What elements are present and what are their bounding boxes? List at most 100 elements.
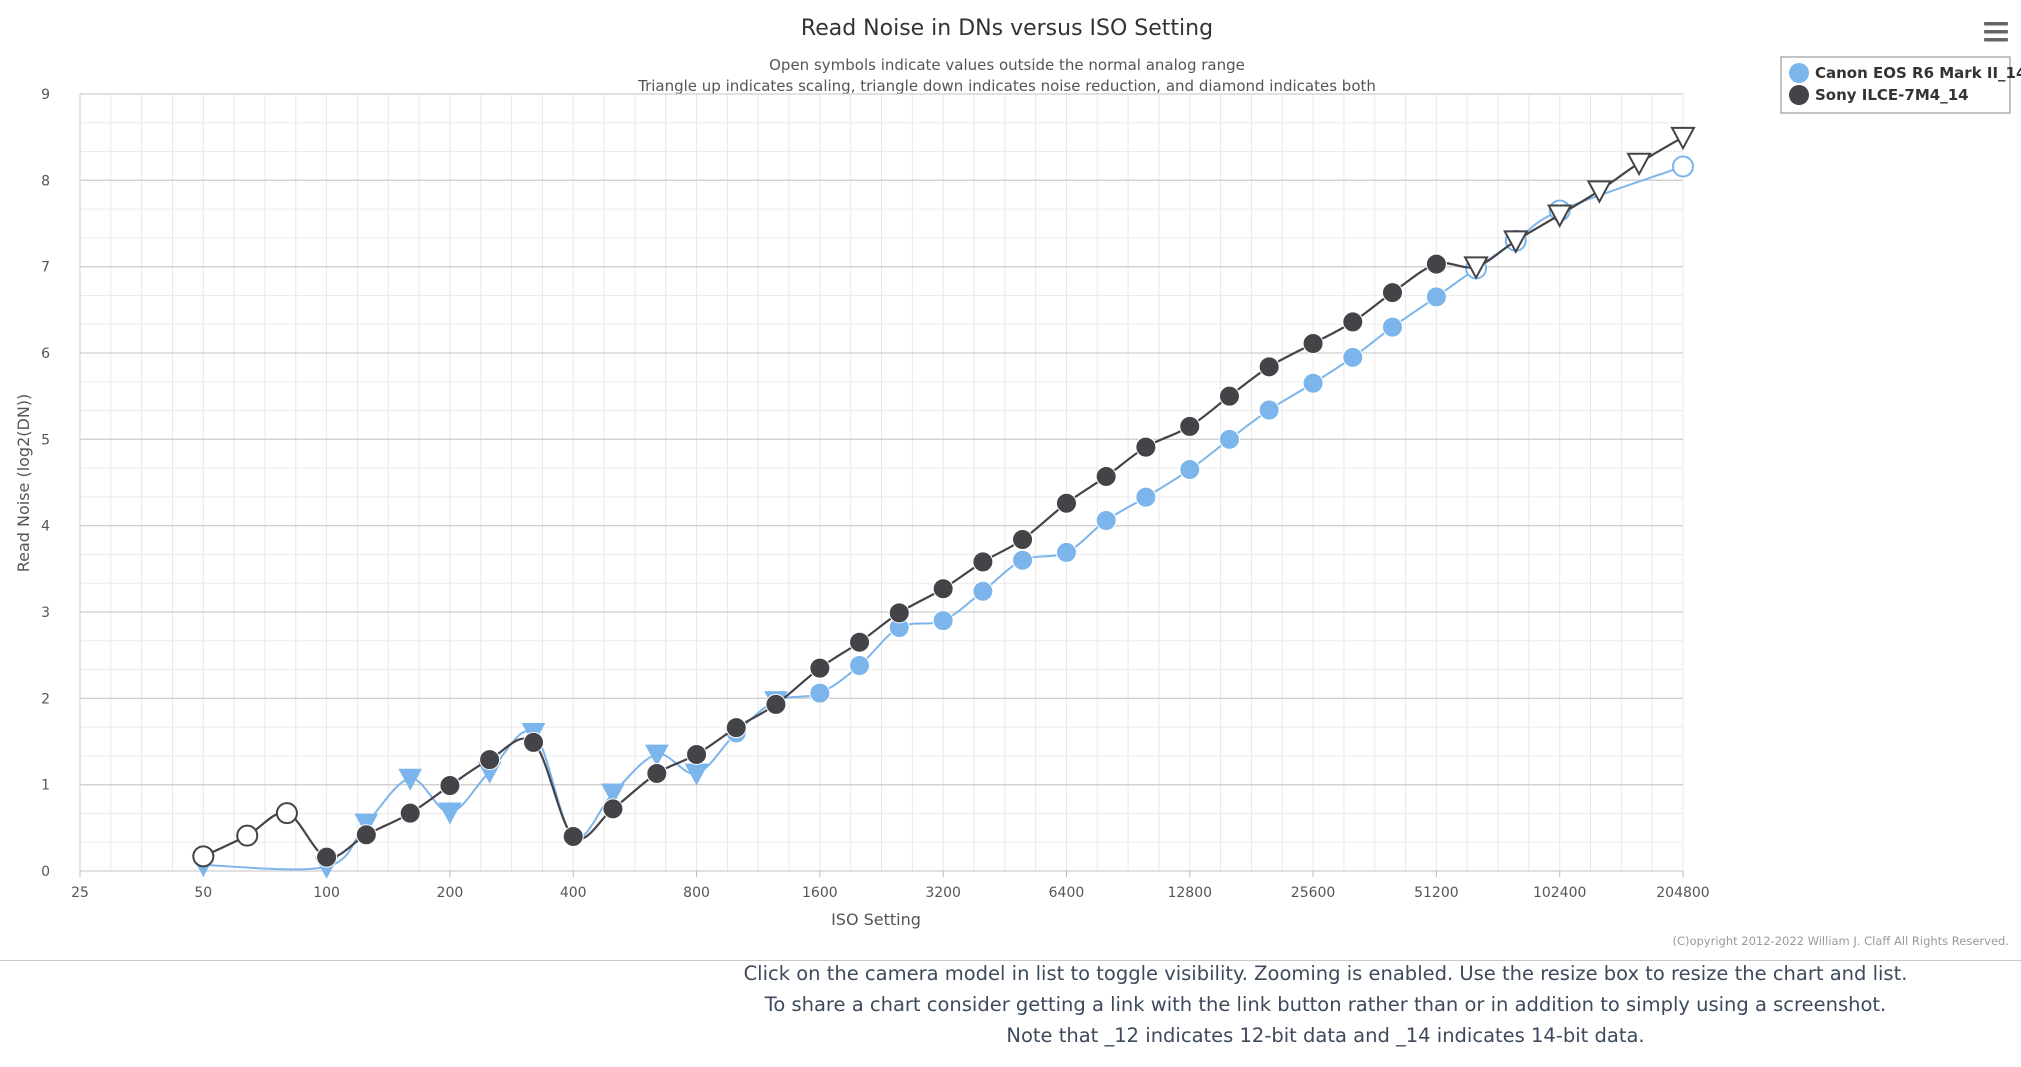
x-axis-label: ISO Setting	[831, 910, 921, 929]
y-tick-label: 0	[41, 864, 50, 880]
point-marker-canon	[1302, 372, 1324, 394]
y-tick-label: 8	[41, 173, 50, 189]
point-marker-sony	[1586, 180, 1613, 204]
point-marker-canon	[849, 655, 871, 677]
grid	[79, 93, 1684, 872]
y-tick-label: 1	[41, 778, 50, 794]
hamburger-menu-icon	[1984, 22, 2008, 42]
note-line-2: To share a chart consider getting a link…	[0, 993, 2021, 1016]
point-marker-canon	[1095, 509, 1117, 531]
point-marker-canon	[1012, 549, 1034, 571]
x-tick-label: 102400	[1533, 885, 1586, 901]
y-tick-label: 6	[41, 346, 50, 362]
y-tick-label: 9	[41, 87, 50, 103]
point-marker-canon	[1342, 346, 1364, 368]
note-text-2: To share a chart consider getting a link…	[764, 993, 1887, 1016]
x-tick-label: 51200	[1414, 885, 1459, 901]
point-marker-canon	[438, 802, 462, 825]
divider	[0, 960, 2021, 961]
y-tick-label: 4	[41, 519, 50, 535]
point-marker-sony	[849, 631, 871, 653]
x-tick-label: 1600	[802, 885, 838, 901]
x-tick-label: 200	[437, 885, 464, 901]
x-tick-label: 3200	[925, 885, 961, 901]
point-marker-sony	[1547, 204, 1573, 228]
x-tick-label: 25600	[1291, 885, 1336, 901]
point-marker-canon	[645, 744, 669, 767]
point-marker-canon	[809, 682, 831, 704]
legend-item-canon[interactable]: Canon EOS R6 Mark II_14	[1789, 63, 2021, 83]
legend: Canon EOS R6 Mark II_14 Sony ILCE-7M4_14	[1780, 56, 2021, 114]
note-text-1: Click on the camera model in list to tog…	[743, 962, 1908, 985]
point-marker-canon	[1425, 286, 1447, 308]
point-marker-canon	[1672, 155, 1694, 178]
x-tick-label: 400	[560, 885, 587, 901]
point-marker-sony	[686, 743, 708, 765]
point-marker-canon	[1179, 459, 1201, 481]
point-marker-sony	[602, 798, 624, 820]
point-marker-sony	[236, 824, 259, 847]
x-tick-label: 100	[313, 885, 340, 901]
point-marker-sony	[1425, 253, 1447, 275]
legend-marker-sony	[1789, 85, 1809, 105]
x-tick-label: 12800	[1167, 885, 1212, 901]
legend-label-sony: Sony ILCE-7M4_14	[1815, 86, 1969, 104]
plot-series	[191, 126, 1696, 879]
point-marker-sony	[399, 802, 421, 824]
point-marker-sony	[479, 749, 501, 771]
point-marker-canon	[932, 610, 954, 632]
point-marker-canon	[972, 580, 994, 602]
legend-label-canon: Canon EOS R6 Mark II_14	[1815, 64, 2021, 82]
point-marker-sony	[888, 602, 910, 624]
x-tick-label: 800	[683, 885, 710, 901]
chart-title: Read Noise in DNs versus ISO Setting	[801, 16, 1213, 41]
x-tick-label: 25	[71, 885, 89, 901]
point-marker-sony	[1218, 385, 1240, 407]
point-marker-sony	[1670, 126, 1696, 151]
point-marker-canon	[1218, 428, 1240, 450]
point-marker-sony	[1012, 528, 1034, 550]
y-axis-label: Read Noise (log2(DN))	[14, 394, 33, 573]
note-line-3: Note that _12 indicates 12-bit data and …	[0, 1024, 2021, 1047]
point-marker-sony	[316, 846, 338, 868]
y-tick-label: 7	[41, 260, 50, 276]
chart-subtitle-line-1: Open symbols indicate values outside the…	[769, 56, 1245, 74]
point-marker-sony	[1463, 256, 1489, 280]
point-marker-sony	[765, 693, 787, 715]
note-line-1: Click on the camera model in list to tog…	[0, 962, 2021, 985]
point-marker-sony	[1626, 152, 1652, 177]
chart-svg[interactable]: Read Noise in DNs versus ISO Setting Ope…	[0, 0, 2021, 958]
x-tick-label: 6400	[1049, 885, 1085, 901]
x-tick-label: 50	[194, 885, 212, 901]
x-tick-label: 204800	[1656, 885, 1709, 901]
menu-button[interactable]	[1981, 17, 2011, 47]
point-marker-sony	[1503, 230, 1529, 254]
point-marker-sony	[1135, 436, 1157, 458]
y-tick-label: 3	[41, 605, 50, 621]
point-marker-sony	[1302, 333, 1324, 355]
point-marker-sony	[192, 845, 215, 868]
point-marker-sony	[562, 825, 584, 847]
point-marker-canon	[1381, 316, 1403, 338]
point-marker-canon	[684, 763, 709, 786]
point-marker-sony	[1179, 415, 1201, 437]
point-marker-sony	[809, 657, 831, 679]
point-marker-sony	[725, 717, 747, 739]
point-marker-sony	[1381, 282, 1403, 304]
point-marker-sony	[972, 551, 994, 573]
legend-item-sony[interactable]: Sony ILCE-7M4_14	[1789, 85, 1969, 105]
series-sony	[192, 126, 1696, 868]
y-tick-label: 5	[41, 432, 50, 448]
series-canon	[191, 155, 1694, 879]
point-marker-canon	[1055, 541, 1077, 563]
point-marker-sony	[932, 578, 954, 600]
point-marker-canon	[601, 783, 625, 806]
y-tick-label: 2	[41, 691, 50, 707]
axes: 0 1 2 3 4 5 6 7 8 9 25 50 100 200 400 800 1600 3200 6400 12…	[41, 87, 1710, 901]
point-marker-sony	[1055, 492, 1077, 514]
point-marker-sony	[355, 824, 377, 846]
note-text-3: Note that _12 indicates 12-bit data and …	[1006, 1024, 1645, 1047]
chart-subtitle-line-2: Triangle up indicates scaling, triangle …	[637, 77, 1376, 95]
point-marker-sony	[439, 775, 461, 797]
point-marker-sony	[1258, 356, 1280, 378]
